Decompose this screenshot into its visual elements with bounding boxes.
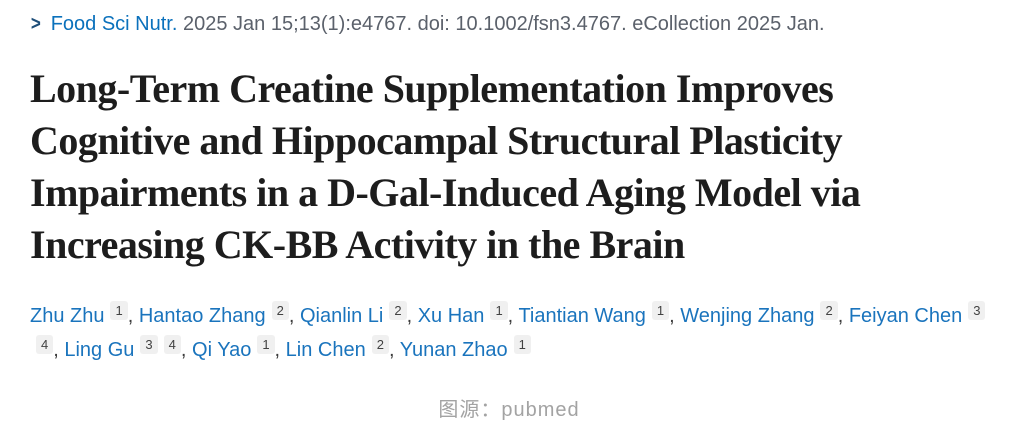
author-link[interactable]: Tiantian Wang	[518, 305, 646, 327]
affiliation-badge[interactable]: 3	[968, 301, 986, 320]
author-link[interactable]: Lin Chen	[285, 339, 366, 361]
author: Xu Han 1	[417, 301, 508, 327]
author-separator: ,	[837, 305, 849, 327]
affiliation-badge[interactable]: 3	[140, 335, 158, 354]
author: Zhu Zhu 1	[30, 301, 128, 327]
affiliation-badge[interactable]: 2	[820, 301, 838, 320]
author-separator: ,	[127, 305, 139, 327]
author-separator: ,	[53, 339, 65, 361]
affiliation-badge[interactable]: 1	[110, 301, 128, 320]
author-link[interactable]: Hantao Zhang	[138, 305, 266, 327]
author-separator: ,	[406, 305, 418, 327]
author-link[interactable]: Ling Gu	[64, 339, 135, 361]
affiliation-badge[interactable]: 2	[271, 301, 289, 320]
image-source-caption: 图源：pubmed	[438, 399, 580, 421]
article-title: Long-Term Creatine Supplementation Impro…	[30, 63, 988, 271]
title-line: Cognitive and Hippocampal Structural Pla…	[30, 118, 843, 163]
citation-details: 2025 Jan 15;13(1):e4767. doi: 10.1002/fs…	[182, 13, 825, 35]
affiliation-badge[interactable]: 1	[490, 301, 508, 320]
affiliation-badge[interactable]: 1	[513, 335, 531, 354]
journal-link[interactable]: Food Sci Nutr.	[50, 13, 178, 35]
author: Wenjing Zhang 2	[680, 301, 838, 327]
author-link[interactable]: Feiyan Chen	[848, 305, 963, 327]
journal-citation-line: > Food Sci Nutr. 2025 Jan 15;13(1):e4767.…	[0, 0, 1018, 39]
author: Hantao Zhang 2	[138, 301, 289, 327]
author-separator: ,	[288, 305, 300, 327]
affiliation-badge[interactable]: 1	[651, 301, 670, 320]
title-line: Impairments in a D-Gal-Induced Aging Mod…	[30, 170, 861, 215]
author: Qianlin Li 2	[299, 301, 407, 327]
affiliation-badge[interactable]: 1	[257, 335, 275, 354]
author: Feiyan Chen 34	[30, 301, 986, 361]
affiliation-badge[interactable]: 2	[389, 301, 407, 320]
author: Lin Chen 2	[285, 335, 389, 361]
author-link[interactable]: Wenjing Zhang	[680, 305, 815, 327]
affiliation-badge[interactable]: 2	[371, 335, 389, 354]
author-separator: ,	[274, 339, 286, 361]
title-line: Increasing CK-BB Activity in the Brain	[30, 222, 685, 267]
affiliation-badge[interactable]: 4	[36, 335, 54, 354]
author: Yunan Zhao 1	[399, 335, 531, 361]
author-separator: ,	[669, 305, 681, 327]
author: Ling Gu 3 4	[64, 335, 181, 361]
author: Qi Yao 1	[192, 335, 275, 361]
author: Tiantian Wang 1	[518, 301, 670, 327]
author-link[interactable]: Yunan Zhao	[399, 339, 508, 361]
authors-list: Zhu Zhu 1, Hantao Zhang 2, Qianlin Li 2, Xu…	[30, 299, 988, 367]
author-link[interactable]: Qi Yao	[192, 339, 252, 361]
author-separator: ,	[388, 339, 400, 361]
author-link[interactable]: Zhu Zhu	[30, 305, 105, 327]
author-link[interactable]: Xu Han	[417, 305, 485, 327]
author-separator: ,	[180, 339, 193, 361]
affiliation-badge[interactable]: 4	[163, 335, 181, 354]
chevron-right-icon[interactable]: >	[30, 13, 41, 35]
author-separator: ,	[507, 305, 519, 327]
author-link[interactable]: Qianlin Li	[299, 305, 384, 327]
title-line: Long-Term Creatine Supplementation Impro…	[30, 66, 834, 111]
